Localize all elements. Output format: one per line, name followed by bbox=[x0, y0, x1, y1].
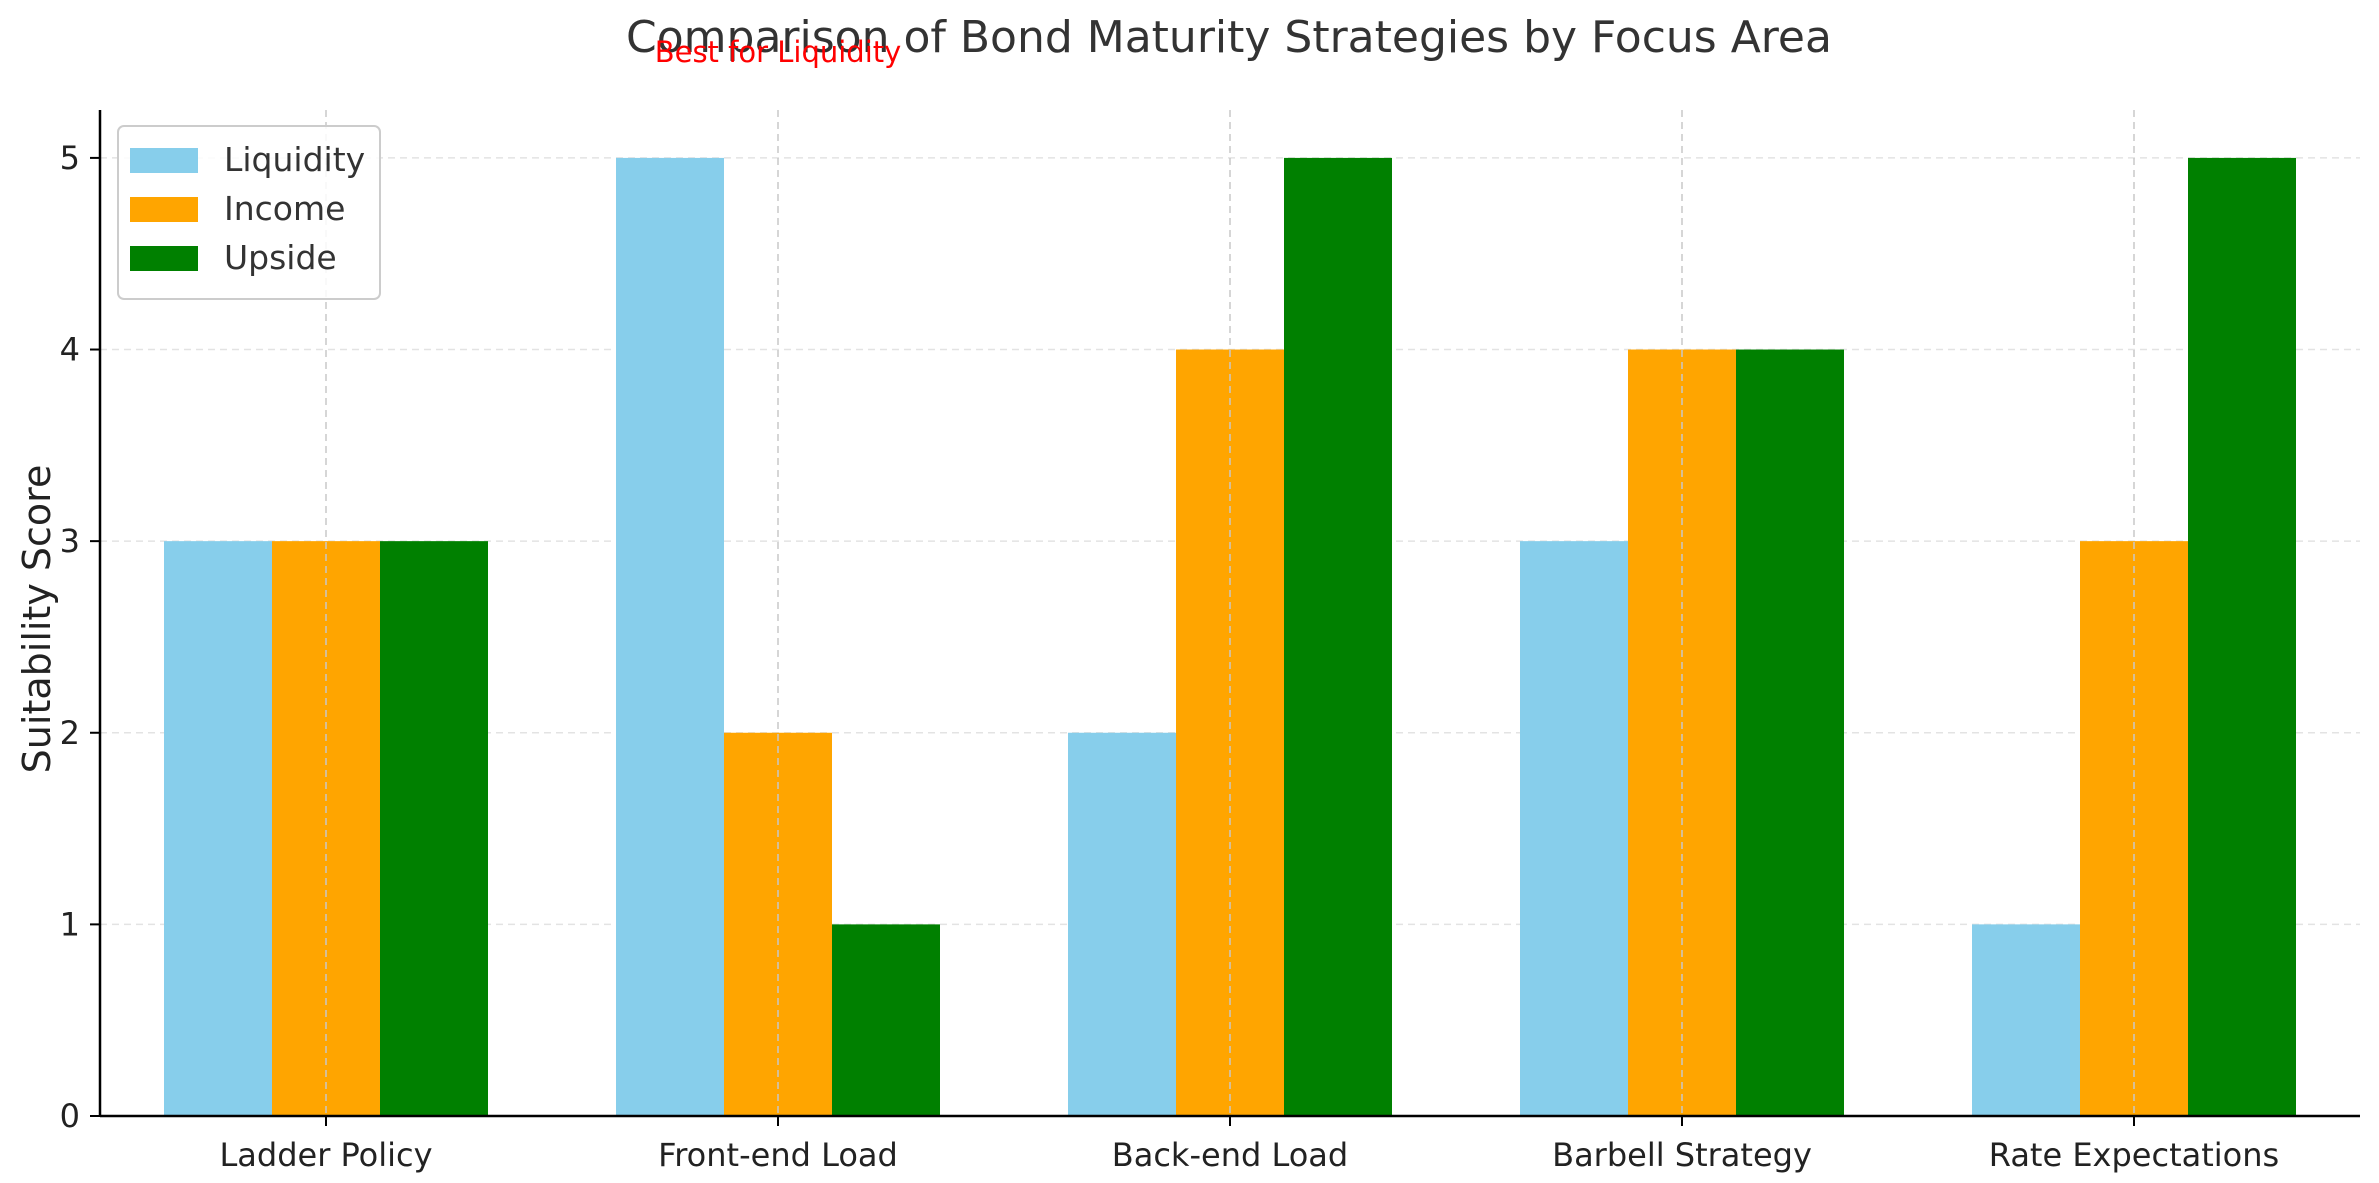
bar-liquidity bbox=[164, 541, 272, 1116]
y-tick-label: 5 bbox=[60, 139, 80, 177]
y-tick-label: 0 bbox=[60, 1097, 80, 1135]
bar-liquidity bbox=[1068, 732, 1176, 1116]
legend-label: Upside bbox=[224, 238, 337, 277]
bar-upside bbox=[832, 924, 940, 1116]
bars-layer bbox=[164, 157, 2296, 1116]
annotation-label: Best for Liquidity bbox=[655, 35, 902, 69]
y-tick-label: 4 bbox=[60, 331, 80, 369]
bar-liquidity bbox=[1520, 541, 1628, 1116]
bar-income bbox=[2080, 541, 2188, 1116]
bar-upside bbox=[1284, 157, 1392, 1116]
bar-upside bbox=[380, 541, 488, 1116]
chart-title: Comparison of Bond Maturity Strategies b… bbox=[626, 12, 1832, 63]
bar-income bbox=[272, 541, 380, 1116]
annotation-layer: Best for Liquidity bbox=[655, 35, 902, 69]
y-tick-label: 3 bbox=[60, 522, 80, 560]
x-tick-label: Front-end Load bbox=[658, 1136, 898, 1174]
y-axis-label: Suitability Score bbox=[15, 465, 59, 774]
bar-upside bbox=[2188, 157, 2296, 1116]
bar-upside bbox=[1736, 349, 1844, 1116]
legend: Liquidity Income Upside bbox=[117, 125, 381, 300]
legend-label: Income bbox=[224, 189, 345, 228]
x-tick-label: Ladder Policy bbox=[219, 1136, 432, 1174]
legend-label: Liquidity bbox=[224, 140, 365, 179]
bar-liquidity bbox=[1972, 924, 2080, 1116]
y-tick-label: 2 bbox=[60, 714, 80, 752]
x-tick-label: Rate Expectations bbox=[1989, 1136, 2279, 1174]
x-tick-label: Barbell Strategy bbox=[1552, 1136, 1812, 1174]
bar-liquidity bbox=[616, 157, 724, 1116]
y-tick-label: 1 bbox=[60, 905, 80, 943]
legend-swatch bbox=[130, 197, 198, 222]
legend-swatch bbox=[130, 148, 198, 173]
x-tick-label: Back-end Load bbox=[1112, 1136, 1348, 1174]
ticks-layer: 0 1 2 3 4 5 Ladder Policy Front-end Load Back-en… bbox=[60, 139, 2280, 1174]
legend-swatch bbox=[130, 246, 198, 271]
